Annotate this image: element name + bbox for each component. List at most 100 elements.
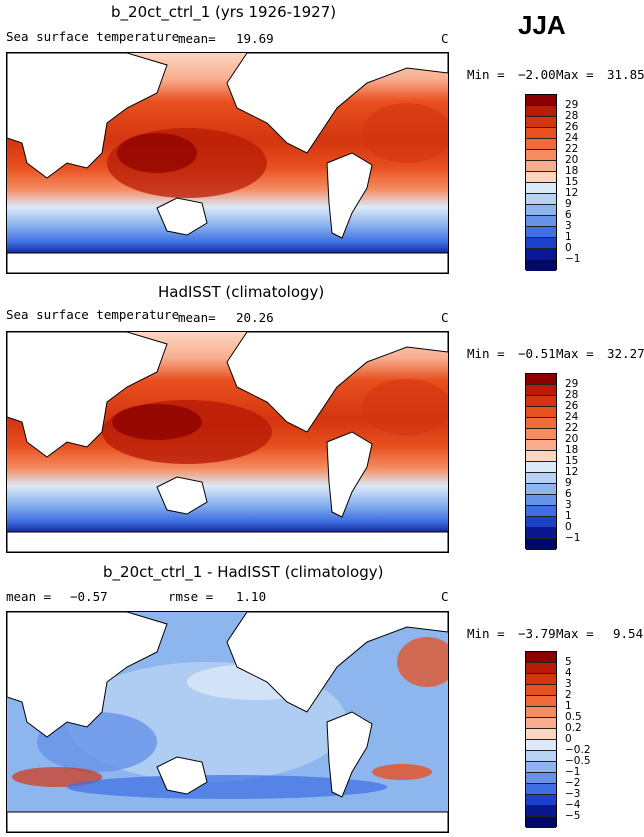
colorbar bbox=[525, 651, 557, 828]
colorbar-tick: 1 bbox=[565, 510, 572, 522]
max-label: Max = bbox=[556, 626, 594, 641]
colorbar-swatch bbox=[526, 396, 556, 407]
colorbar-tick: 12 bbox=[565, 466, 579, 478]
colorbar-swatch bbox=[526, 484, 556, 495]
colorbar-tick: 26 bbox=[565, 400, 579, 412]
colorbar-tick: 0.5 bbox=[565, 711, 582, 723]
colorbar-swatch bbox=[526, 462, 556, 473]
colorbar-tick: 5 bbox=[565, 656, 572, 668]
colorbar-tick: 3 bbox=[565, 220, 572, 232]
colorbar-swatch bbox=[526, 506, 556, 517]
colorbar-tick: 20 bbox=[565, 154, 579, 166]
sst-map bbox=[6, 52, 449, 274]
season-label: JJA bbox=[518, 10, 566, 40]
colorbar-tick: 6 bbox=[565, 209, 572, 221]
colorbar-swatch bbox=[526, 674, 556, 685]
colorbar-swatch bbox=[526, 418, 556, 429]
colorbar-swatch bbox=[526, 385, 556, 396]
colorbar-tick: 3 bbox=[565, 499, 572, 511]
colorbar-swatch bbox=[526, 652, 556, 663]
colorbar-swatch bbox=[526, 161, 556, 172]
colorbar-swatch bbox=[526, 473, 556, 484]
colorbar-swatch bbox=[526, 205, 556, 216]
colorbar-swatch bbox=[526, 429, 556, 440]
min-label: Min = bbox=[467, 626, 505, 641]
colorbar-swatch bbox=[526, 517, 556, 528]
colorbar-tick: −4 bbox=[565, 799, 581, 811]
colorbar-swatch bbox=[526, 194, 556, 205]
colorbar-tick: −3 bbox=[565, 788, 581, 800]
colorbar-tick: 4 bbox=[565, 667, 572, 679]
colorbar-tick: −1 bbox=[565, 766, 581, 778]
colorbar-tick: −0.2 bbox=[565, 744, 591, 756]
colorbar-tick: 9 bbox=[565, 198, 572, 210]
colorbar-tick: 1 bbox=[565, 231, 572, 243]
colorbar-swatch bbox=[526, 407, 556, 418]
panel-title: b_20ct_ctrl_1 (yrs 1926-1927) bbox=[111, 3, 337, 21]
colorbar-swatch bbox=[526, 696, 556, 707]
mean-label: mean = bbox=[6, 589, 52, 604]
colorbar-swatch bbox=[526, 539, 556, 550]
colorbar-tick: −1 bbox=[565, 253, 581, 265]
colorbar-swatch bbox=[526, 718, 556, 729]
mean-label: mean= bbox=[178, 31, 216, 46]
colorbar-swatch bbox=[526, 128, 556, 139]
colorbar-tick: 3 bbox=[565, 678, 572, 690]
colorbar-swatch bbox=[526, 773, 556, 784]
colorbar-tick: 0 bbox=[565, 733, 572, 745]
colorbar-swatch bbox=[526, 172, 556, 183]
colorbar-swatch bbox=[526, 440, 556, 451]
panel-title: HadISST (climatology) bbox=[158, 283, 325, 301]
colorbar-tick: 29 bbox=[565, 378, 579, 390]
colorbar-swatch bbox=[526, 249, 556, 260]
mean-label: mean= bbox=[178, 310, 216, 325]
colorbar-tick: 6 bbox=[565, 488, 572, 500]
colorbar-tick: 1 bbox=[565, 700, 572, 712]
colorbar-swatch bbox=[526, 139, 556, 150]
colorbar-swatch bbox=[526, 740, 556, 751]
colorbar-swatch bbox=[526, 751, 556, 762]
colorbar-tick: 24 bbox=[565, 132, 579, 144]
colorbar-tick: −5 bbox=[565, 810, 581, 822]
colorbar-tick: −1 bbox=[565, 532, 581, 544]
colorbar-swatch bbox=[526, 95, 556, 106]
colorbar-tick: 0.2 bbox=[565, 722, 582, 734]
colorbar-swatch bbox=[526, 707, 556, 718]
units-label: C bbox=[441, 589, 449, 604]
colorbar-swatch bbox=[526, 117, 556, 128]
min-value: −3.79 bbox=[518, 626, 556, 641]
colorbar-tick: 18 bbox=[565, 444, 579, 456]
colorbar-swatch bbox=[526, 784, 556, 795]
sst-map-canvas bbox=[7, 53, 448, 273]
colorbar-swatch bbox=[526, 806, 556, 817]
colorbar-swatch bbox=[526, 106, 556, 117]
colorbar-tick: 15 bbox=[565, 176, 579, 188]
colorbar-tick: 22 bbox=[565, 143, 579, 155]
colorbar-swatch bbox=[526, 729, 556, 740]
units-label: C bbox=[441, 310, 449, 325]
field-label: Sea surface temperature bbox=[6, 29, 180, 44]
colorbar-tick: 12 bbox=[565, 187, 579, 199]
sst-map-canvas bbox=[7, 332, 448, 552]
colorbar bbox=[525, 94, 557, 271]
min-label: Min = bbox=[467, 67, 505, 82]
colorbar-tick: 29 bbox=[565, 99, 579, 111]
colorbar-swatch bbox=[526, 183, 556, 194]
colorbar-tick: 26 bbox=[565, 121, 579, 133]
units-label: C bbox=[441, 31, 449, 46]
min-label: Min = bbox=[467, 346, 505, 361]
colorbar-tick: −2 bbox=[565, 777, 581, 789]
colorbar-swatch bbox=[526, 374, 556, 385]
rmse-value: 1.10 bbox=[236, 589, 267, 604]
colorbar-tick: 15 bbox=[565, 455, 579, 467]
max-value: 9.54 bbox=[613, 626, 644, 641]
colorbar-tick: −0.5 bbox=[565, 755, 591, 767]
colorbar-swatch bbox=[526, 817, 556, 828]
max-value: 31.85 bbox=[607, 67, 644, 82]
difference-map-canvas bbox=[7, 612, 448, 832]
field-label: Sea surface temperature bbox=[6, 307, 180, 322]
colorbar-tick: 2 bbox=[565, 689, 572, 701]
mean-value: 20.26 bbox=[236, 310, 274, 325]
colorbar-swatch bbox=[526, 685, 556, 696]
colorbar-swatch bbox=[526, 528, 556, 539]
